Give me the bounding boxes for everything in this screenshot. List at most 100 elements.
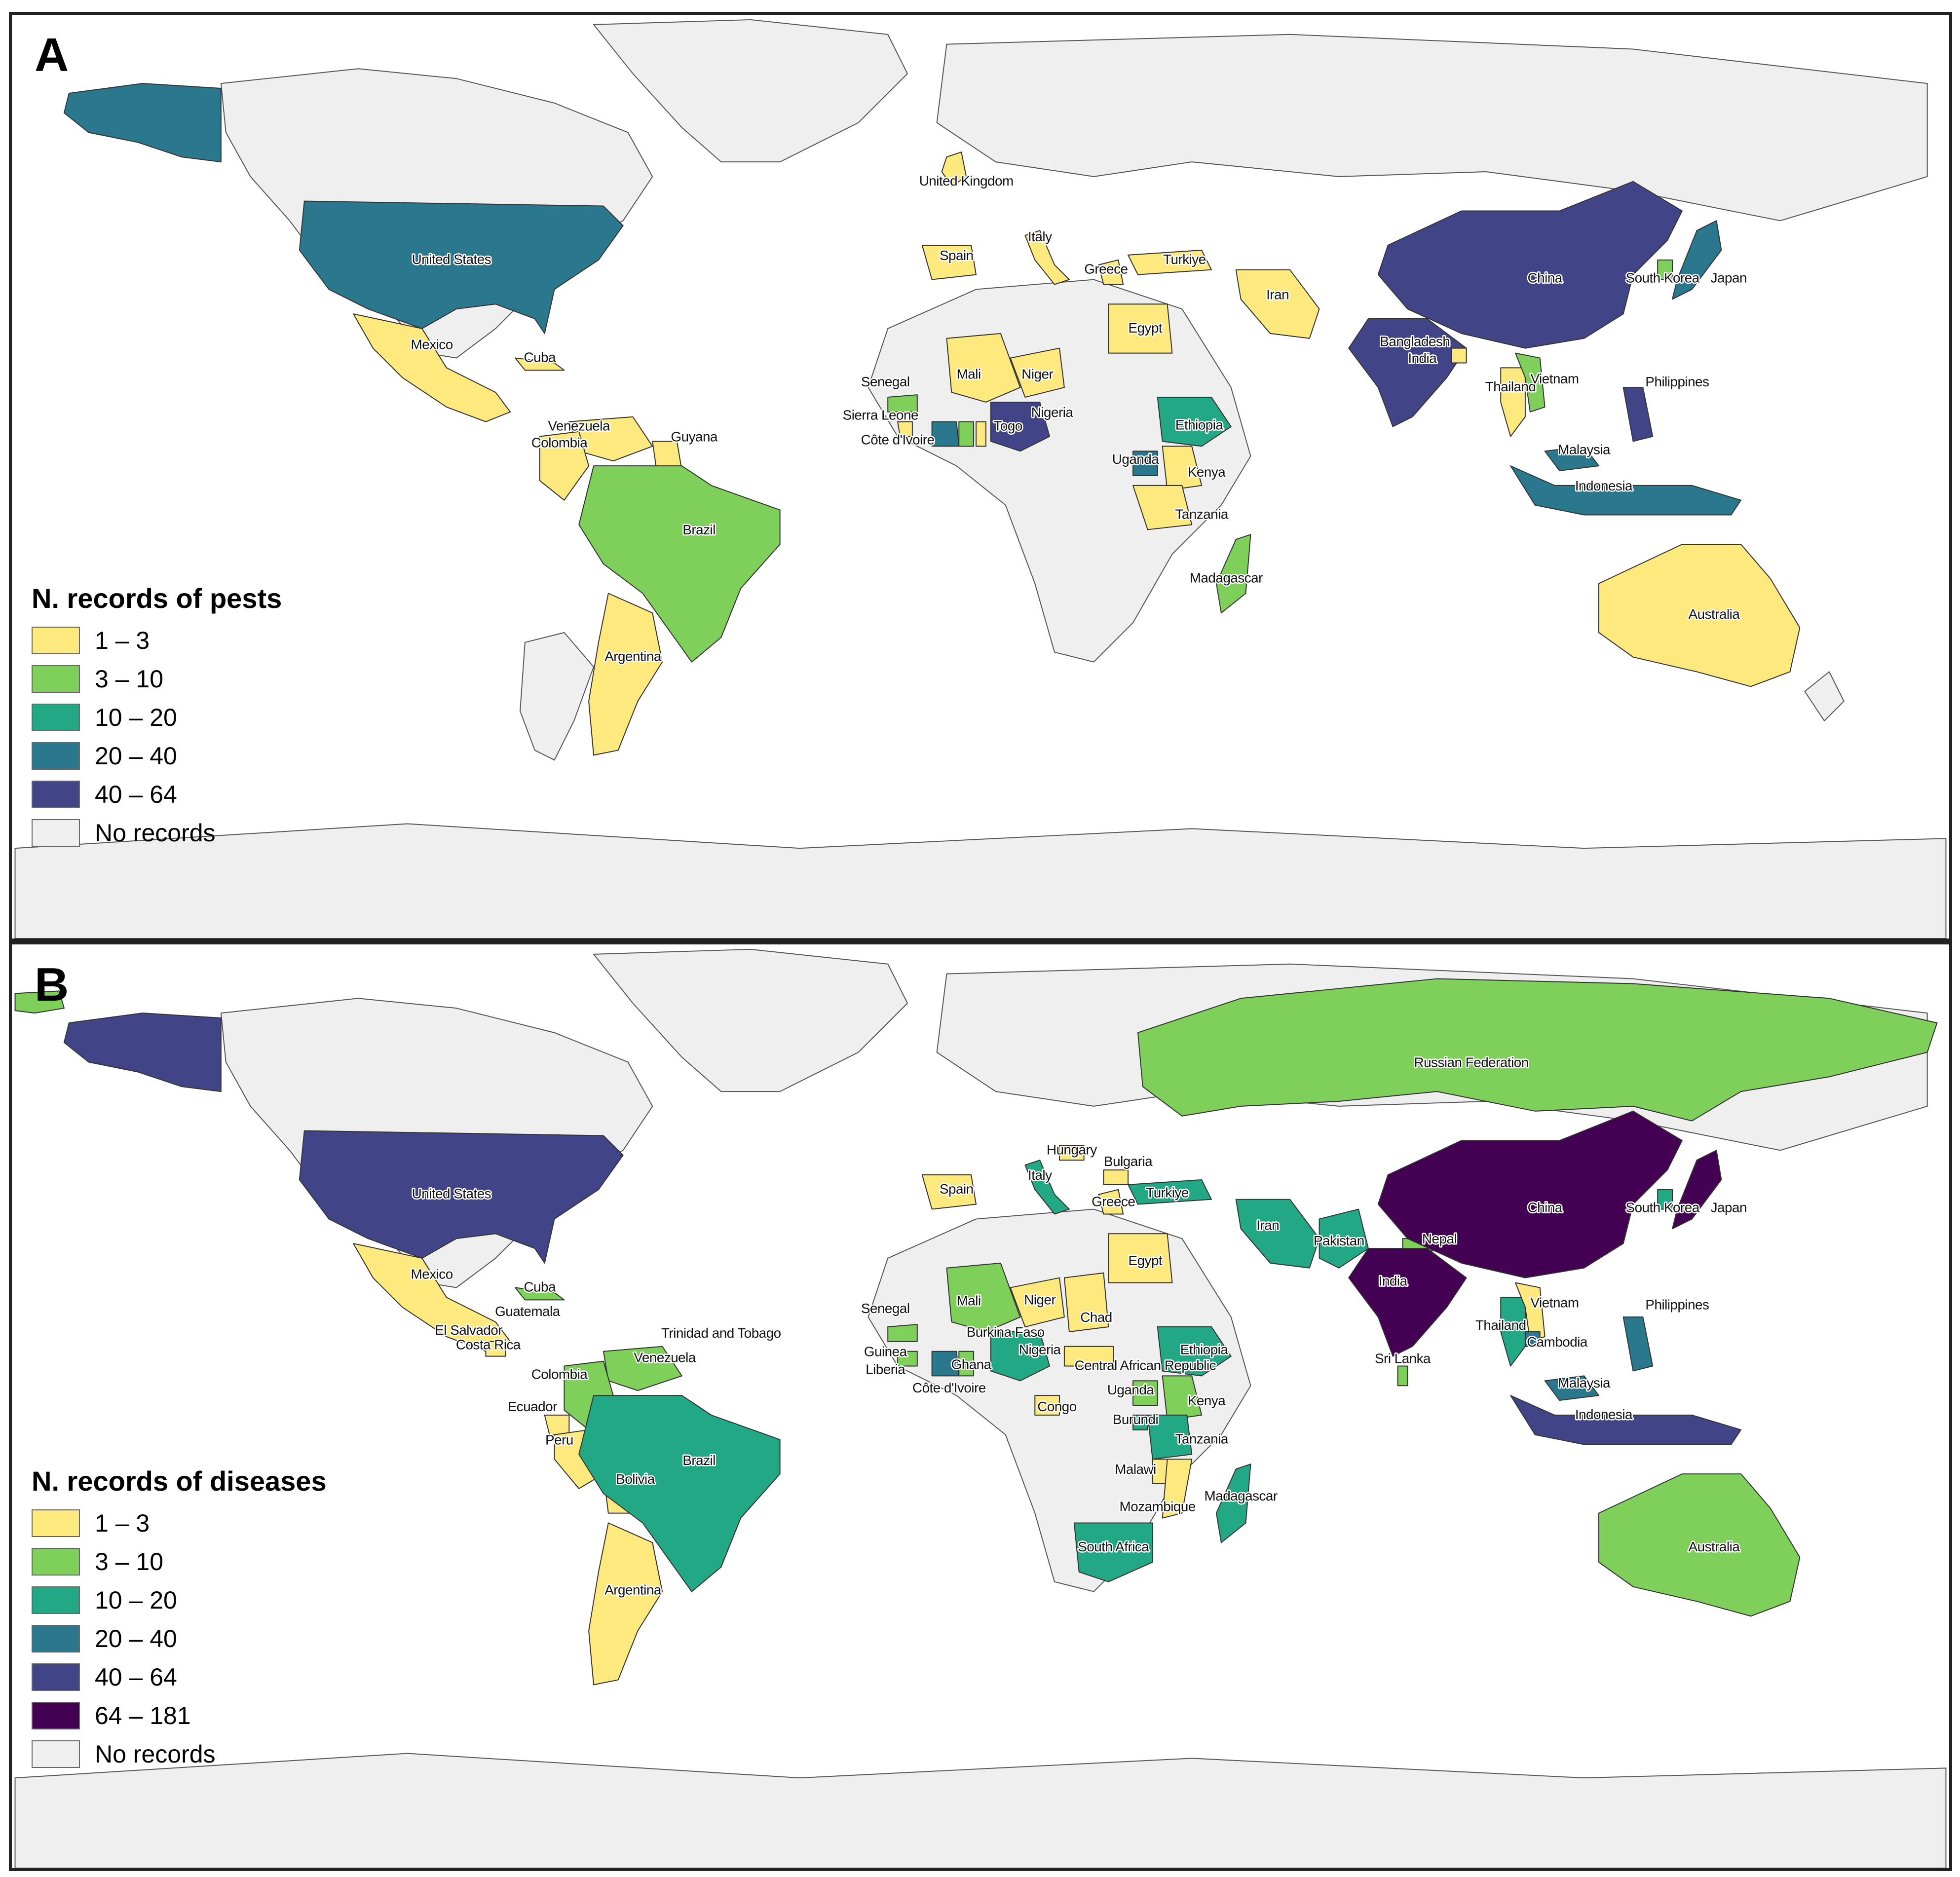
legend-item: 40 – 64 (32, 1658, 327, 1696)
label-guatemala: Guatemala (495, 1304, 561, 1319)
legend-swatch (32, 1702, 80, 1729)
label-australia: Australia (1689, 606, 1740, 622)
label-malawi: Malawi (1115, 1462, 1156, 1477)
legend-title: N. records of diseases (32, 1465, 327, 1497)
panel-letter-b: B (35, 958, 69, 1011)
region-nigeria (990, 401, 1051, 452)
label-argentina: Argentina (604, 1582, 662, 1598)
label-senegal: Senegal (861, 1301, 910, 1316)
legend-label: 40 – 64 (95, 1663, 177, 1691)
legend-swatch (32, 1509, 80, 1537)
region-senegal (887, 1324, 918, 1342)
region-ghana (958, 1351, 975, 1377)
region-japan (1672, 1150, 1722, 1230)
label-guyana: Guyana (671, 429, 718, 444)
label-ethiopia: Ethiopia (1175, 417, 1224, 433)
region-philippines (1622, 387, 1654, 442)
label-guinea: Guinea (864, 1344, 907, 1359)
region-cuba (515, 1287, 565, 1301)
legend-label: 1 – 3 (95, 627, 150, 654)
label-philippines: Philippines (1645, 374, 1709, 389)
region-chukotka (14, 990, 65, 1014)
region-bangladesh (1451, 347, 1467, 364)
region-south-africa (1073, 1522, 1153, 1582)
label-argentina: Argentina (604, 649, 662, 664)
label-tanzania: Tanzania (1175, 1431, 1228, 1447)
region-iran (1235, 1199, 1320, 1269)
legend-item: 64 – 181 (32, 1696, 327, 1735)
region-guatemala (485, 1341, 506, 1357)
region-india (1348, 318, 1467, 427)
legend-label: 3 – 10 (95, 1548, 164, 1576)
label-venezuela: Venezuela (548, 418, 610, 434)
region-greece (1098, 1189, 1124, 1215)
label-senegal: Senegal (861, 374, 910, 389)
region-russian-federation (1137, 978, 1938, 1122)
label-nepal: Nepal (1422, 1231, 1457, 1246)
panel-b-diseases-map: Russian Federation Hungary Bulgaria Ital… (9, 941, 1952, 1871)
label-turkiye: Turkiye (1163, 252, 1206, 267)
label-uganda: Uganda (1112, 451, 1159, 467)
legend-title: N. records of pests (32, 583, 282, 614)
region-tanzania (1132, 485, 1193, 530)
label-el-salvador: El Salvador (435, 1322, 502, 1338)
label-brazil: Brazil (682, 522, 716, 537)
region-senegal (887, 394, 918, 413)
legend-item: 1 – 3 (32, 621, 282, 660)
label-iran: Iran (1266, 287, 1289, 302)
legend-swatch (32, 1586, 80, 1614)
region-italy (1024, 230, 1070, 285)
region-thailand (1500, 367, 1526, 437)
label-malaysia: Malaysia (1558, 1375, 1611, 1390)
legend-swatch (32, 781, 80, 808)
region-italy (1024, 1160, 1070, 1215)
region-madagascar (1215, 534, 1251, 614)
label-japan: Japan (1711, 270, 1747, 286)
region-alaska (63, 1013, 222, 1092)
label-costa-rica: Costa Rica (456, 1337, 521, 1352)
legend-item: 10 – 20 (32, 698, 282, 737)
label-india: India (1408, 350, 1437, 366)
label-trinidad-and-tobago: Trinidad and Tobago (661, 1325, 781, 1341)
label-south-africa: South Africa (1078, 1539, 1149, 1554)
region-madagascar (1215, 1464, 1251, 1543)
region-kenya (1162, 1375, 1203, 1421)
label-spain: Spain (940, 248, 974, 263)
legend-swatch (32, 742, 80, 770)
pests-legend: N. records of pests 1 – 3 3 – 10 10 – 20… (32, 582, 282, 852)
region-japan (1672, 220, 1722, 300)
diseases-world-map: Russian Federation Hungary Bulgaria Ital… (14, 948, 1947, 1868)
label-liberia: Liberia (866, 1361, 905, 1377)
label-kenya: Kenya (1188, 1393, 1226, 1408)
label-russian-federation: Russian Federation (1414, 1054, 1529, 1070)
label-united-states: United States (412, 1186, 491, 1201)
region-cambodia (1524, 1331, 1541, 1347)
label-cote-divoire: Côte d'Ivoire (861, 432, 935, 447)
label-china: China (1528, 270, 1563, 286)
legend-label: 10 – 20 (95, 704, 177, 731)
region-south-korea (1657, 1189, 1673, 1210)
label-uganda: Uganda (1107, 1382, 1154, 1397)
legend-label: No records (95, 1740, 216, 1768)
label-tanzania: Tanzania (1175, 506, 1228, 522)
legend-label: 10 – 20 (95, 1586, 177, 1614)
label-vietnam: Vietnam (1531, 371, 1579, 386)
region-indonesia (1510, 1395, 1742, 1445)
legend-item: No records (32, 814, 282, 852)
label-mozambique: Mozambique (1120, 1499, 1196, 1514)
region-united-states (299, 1130, 624, 1264)
region-togo (976, 421, 986, 447)
legend-swatch (32, 1625, 80, 1652)
label-mexico: Mexico (411, 1267, 453, 1282)
region-united-states (299, 200, 624, 334)
region-sri-lanka (1397, 1365, 1408, 1387)
label-cuba: Cuba (524, 349, 556, 365)
region-australia (1598, 1473, 1801, 1617)
label-burkina-faso: Burkina Faso (967, 1324, 1045, 1340)
label-ethiopia: Ethiopia (1180, 1342, 1229, 1357)
region-egypt (1108, 1233, 1173, 1283)
label-colombia: Colombia (531, 435, 588, 450)
region-tanzania (1147, 1414, 1193, 1460)
label-cambodia: Cambodia (1527, 1334, 1588, 1350)
region-niger (1010, 347, 1065, 398)
